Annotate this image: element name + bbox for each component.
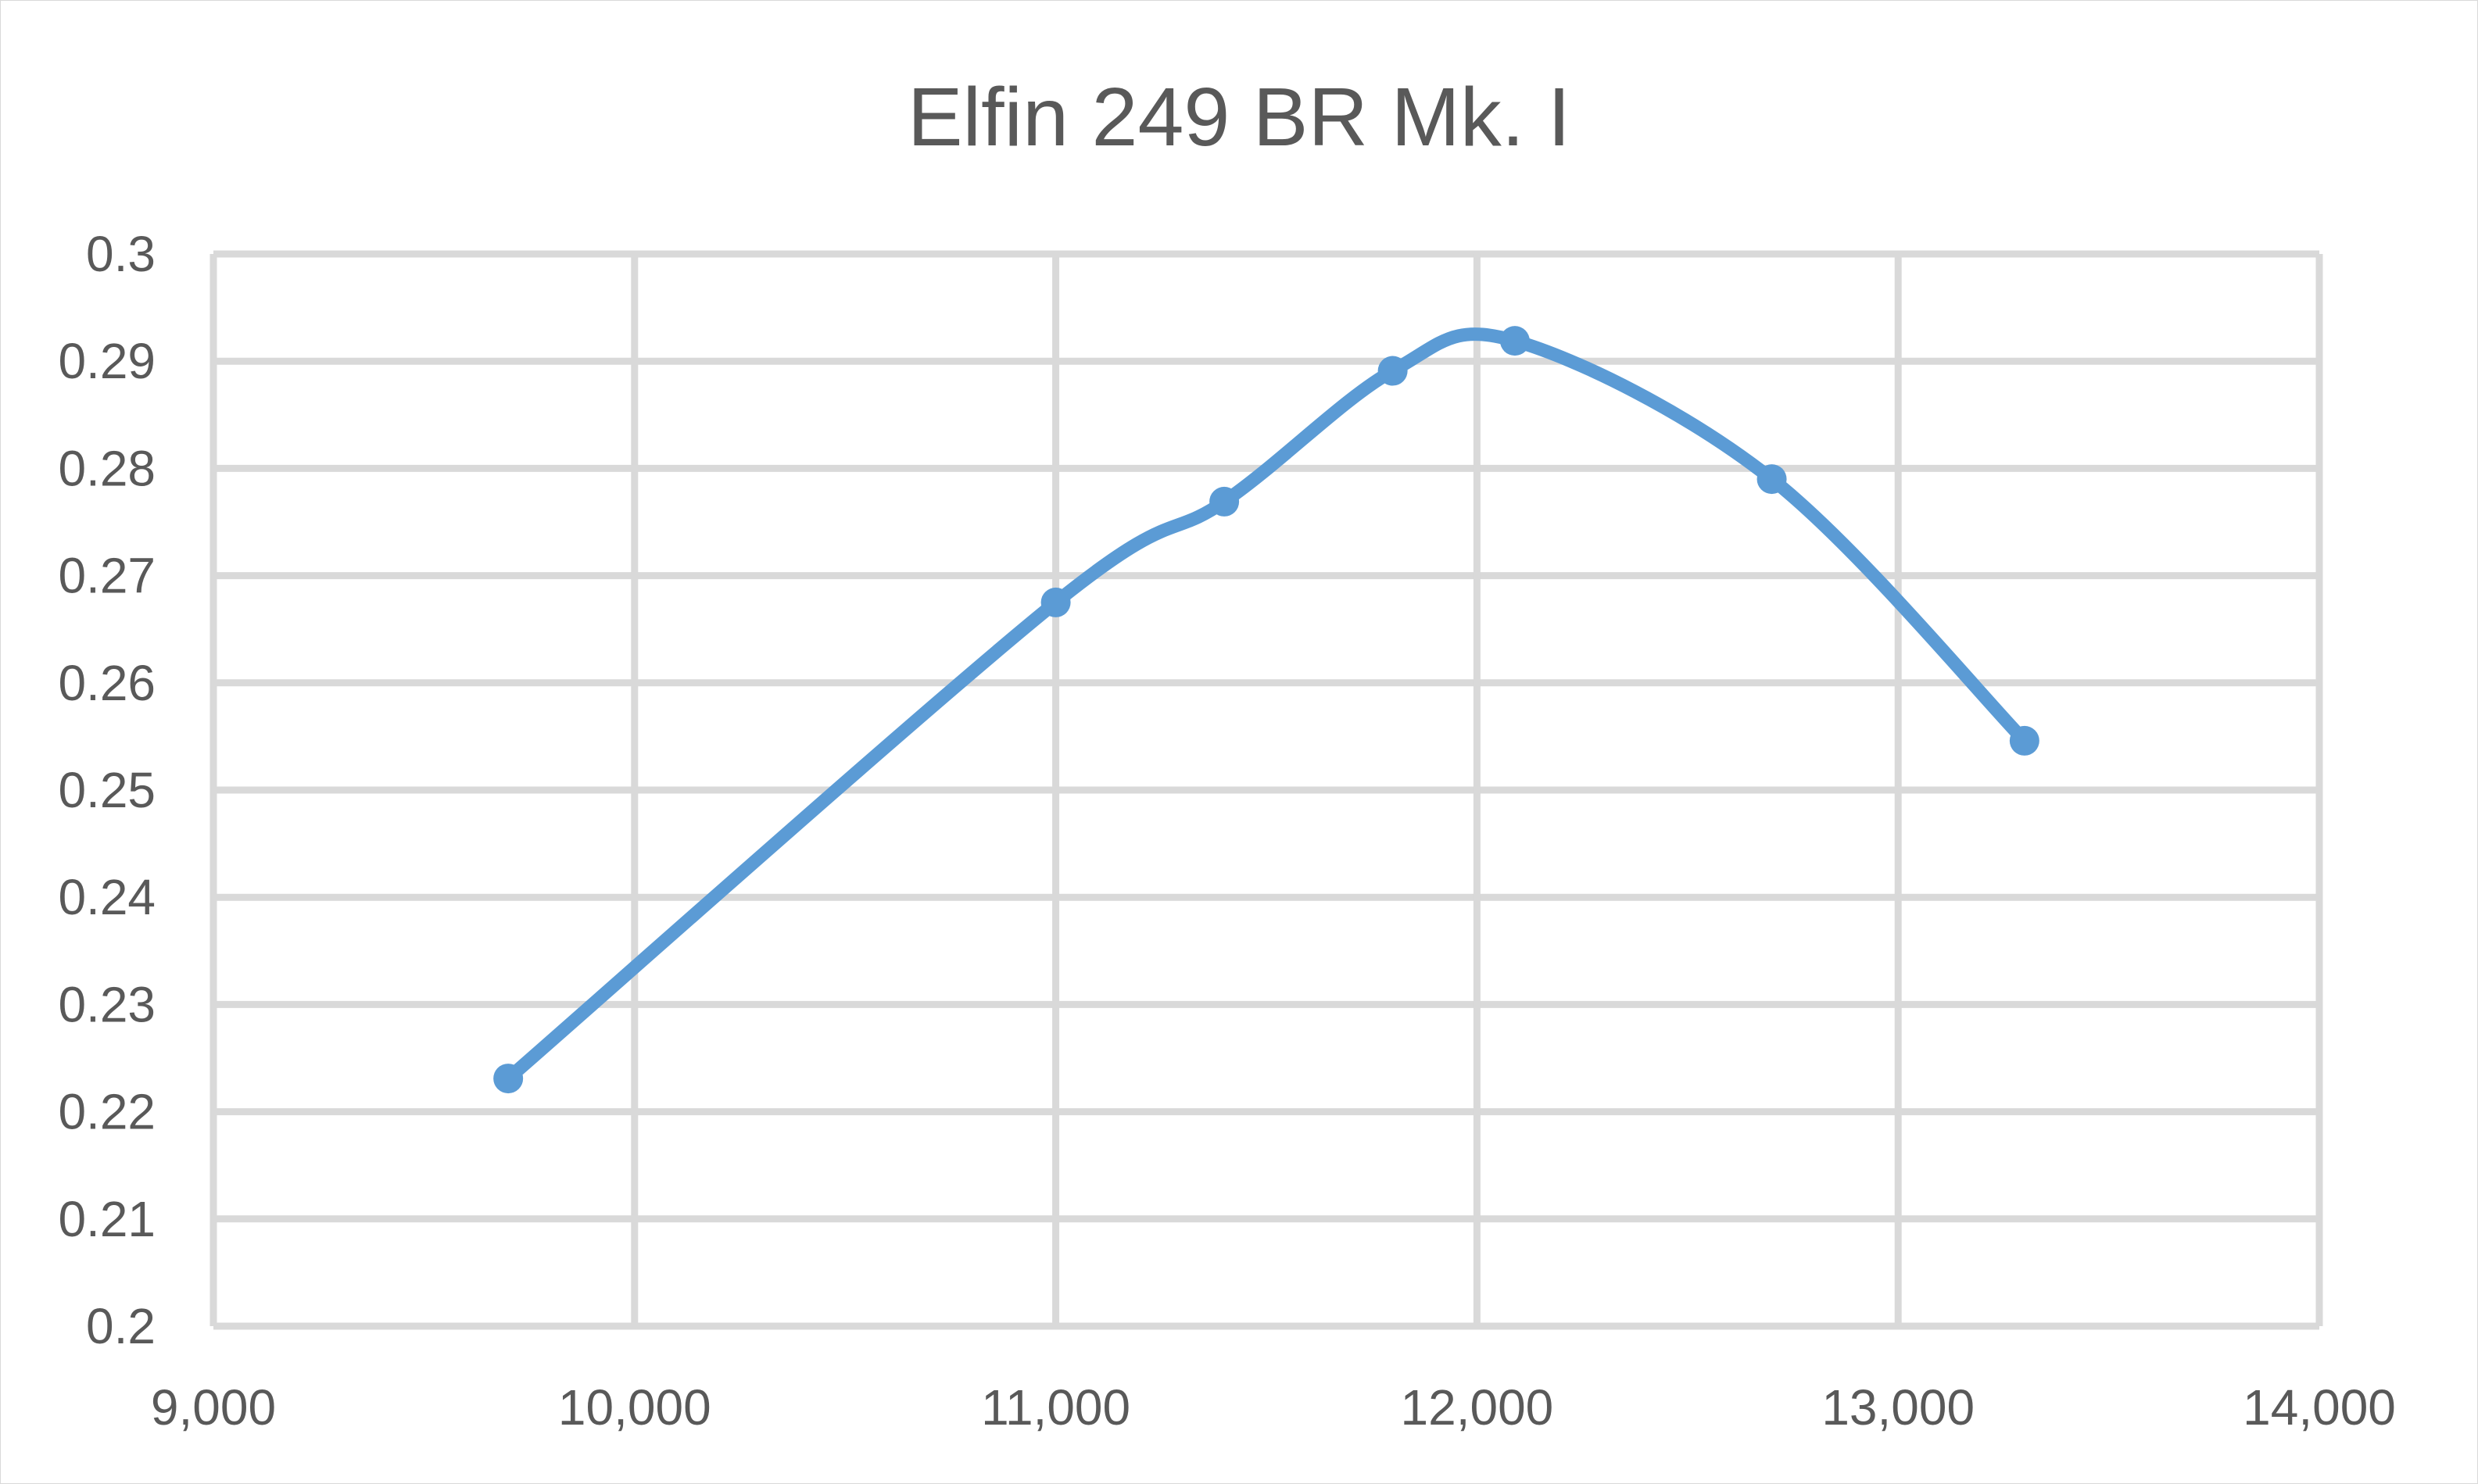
data-point: [2009, 725, 2039, 756]
data-point: [1499, 326, 1530, 356]
y-tick-label: 0.21: [58, 1191, 156, 1247]
x-tick-label: 13,000: [1821, 1379, 1975, 1436]
x-tick-label: 12,000: [1401, 1379, 1554, 1436]
y-tick-label: 0.24: [58, 869, 156, 925]
x-tick-label: 10,000: [558, 1379, 711, 1436]
y-tick-label: 0.22: [58, 1084, 156, 1140]
data-point: [1377, 356, 1408, 386]
data-point: [493, 1064, 524, 1094]
grid-layer: [209, 250, 2323, 1330]
chart-title: Elfin 249 BR Mk. I: [908, 71, 1570, 163]
y-tick-label: 0.2: [86, 1298, 156, 1354]
x-tick-label: 9,000: [151, 1379, 276, 1436]
y-tick-label: 0.28: [58, 440, 156, 496]
data-point: [1756, 464, 1787, 495]
data-point: [1040, 587, 1071, 617]
axis-layer: [209, 254, 2319, 1330]
y-tick-label: 0.23: [58, 976, 156, 1032]
y-tick-label: 0.27: [58, 548, 156, 604]
data-point: [1209, 486, 1240, 517]
x-tick-label: 11,000: [981, 1379, 1130, 1436]
series-line: [501, 327, 2032, 1085]
series-layer: [493, 326, 2039, 1094]
label-layer: 0.2 0.21 0.22 0.23 0.24 0.25 0.26 0.27 0.28 0.29 0…: [58, 226, 2395, 1436]
y-tick-label: 0.3: [86, 226, 156, 282]
x-tick-label: 14,000: [2243, 1379, 2396, 1436]
y-tick-label: 0.26: [58, 655, 156, 711]
y-tick-label: 0.29: [58, 333, 156, 389]
y-tick-label: 0.25: [58, 762, 156, 818]
